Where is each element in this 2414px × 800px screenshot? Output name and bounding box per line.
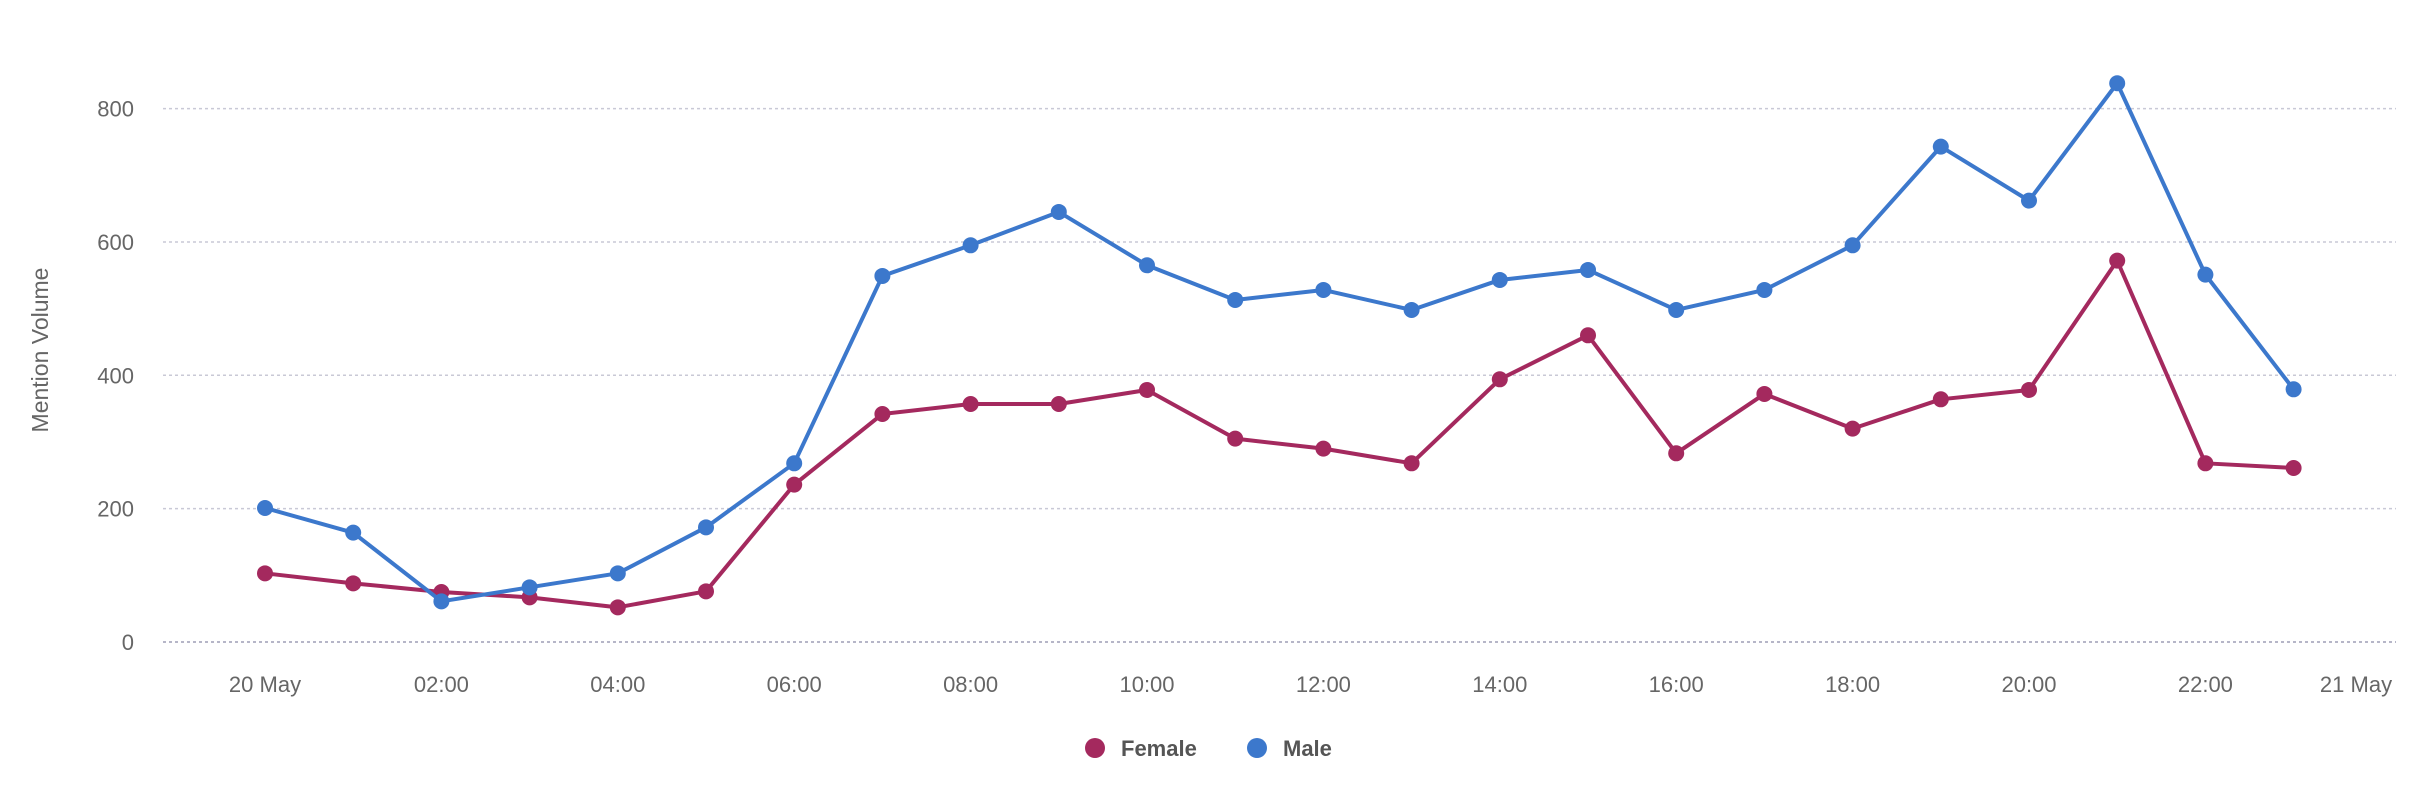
data-point-male[interactable] [433,593,450,610]
data-point-male[interactable] [786,455,803,472]
y-tick-label: 0 [122,630,134,655]
series-male [257,75,2302,610]
data-point-female[interactable] [1491,371,1508,388]
x-tick-label: 18:00 [1825,672,1880,697]
data-point-female[interactable] [786,476,803,493]
x-tick-label: 04:00 [590,672,645,697]
legend-item-female[interactable]: Female [1085,736,1197,761]
legend-label: Male [1283,736,1332,761]
data-point-female[interactable] [2285,459,2302,476]
data-point-female[interactable] [1580,327,1596,344]
data-point-female[interactable] [609,599,626,616]
data-point-female[interactable] [257,565,273,582]
legend-item-male[interactable]: Male [1247,736,1332,761]
data-point-male[interactable] [1844,237,1861,254]
data-point-female[interactable] [1844,420,1861,437]
x-tick-label: 06:00 [767,672,822,697]
series-layer [257,75,2302,616]
y-axis-title: Mention Volume [27,268,53,433]
x-tick-label: 14:00 [1472,672,1527,697]
y-axis-ticks: 0 200 400 600 800 [97,97,134,655]
x-tick-label: 22:00 [2178,672,2233,697]
data-point-female[interactable] [874,405,891,422]
series-line-female [263,258,2296,610]
x-tick-label: 21 May [2320,672,2392,697]
data-point-male[interactable] [2021,192,2037,209]
data-point-male[interactable] [874,267,891,284]
legend-marker [1247,738,1267,758]
legend-marker [1085,738,1105,758]
data-point-male[interactable] [1403,301,1420,318]
data-point-male[interactable] [1315,281,1332,298]
data-point-female[interactable] [698,583,714,600]
data-point-female[interactable] [2021,381,2037,398]
data-point-female[interactable] [1050,395,1067,412]
data-point-male[interactable] [1932,138,1949,155]
grid-lines [163,107,2396,643]
data-point-female[interactable] [1932,391,1949,408]
data-point-male[interactable] [1491,271,1508,288]
x-tick-label: 02:00 [414,672,469,697]
x-axis-ticks: 20 May 02:00 04:00 06:00 08:00 10:00 12:00 14:0… [229,672,2392,697]
x-tick-label: 12:00 [1296,672,1351,697]
y-tick-label: 200 [97,497,134,522]
data-point-female[interactable] [1227,430,1244,447]
data-point-male[interactable] [521,579,538,596]
data-point-male[interactable] [345,524,362,541]
series-line-male [263,81,2296,604]
x-tick-label: 10:00 [1119,672,1174,697]
legend[interactable]: Female Male [1085,736,1332,761]
y-tick-label: 800 [97,97,134,122]
data-point-male[interactable] [1580,261,1596,278]
data-point-male[interactable] [698,519,714,536]
data-point-female[interactable] [2109,252,2126,269]
data-point-female[interactable] [1403,455,1420,472]
legend-label: Female [1121,736,1197,761]
data-point-male[interactable] [1227,291,1244,308]
data-point-male[interactable] [962,237,979,254]
data-point-female[interactable] [1315,440,1332,457]
x-tick-label: 08:00 [943,672,998,697]
data-point-male[interactable] [609,565,626,582]
x-tick-label: 16:00 [1649,672,1704,697]
data-point-male[interactable] [257,499,273,516]
data-point-male[interactable] [2109,75,2126,92]
data-point-female[interactable] [2197,455,2214,472]
data-point-female[interactable] [345,575,362,592]
x-tick-label: 20 May [229,672,301,697]
data-point-female[interactable] [1139,381,1155,398]
data-point-female[interactable] [1756,385,1773,402]
y-tick-label: 600 [97,230,134,255]
data-point-female[interactable] [962,395,979,412]
data-point-male[interactable] [1668,301,1685,318]
data-point-male[interactable] [2285,381,2302,398]
series-female [257,252,2302,616]
x-tick-label: 20:00 [2001,672,2056,697]
data-point-male[interactable] [2197,266,2214,283]
data-point-male[interactable] [1139,257,1155,274]
data-point-male[interactable] [1050,203,1067,220]
y-tick-label: 400 [97,363,134,388]
data-point-male[interactable] [1756,281,1773,298]
data-point-female[interactable] [1668,445,1685,462]
